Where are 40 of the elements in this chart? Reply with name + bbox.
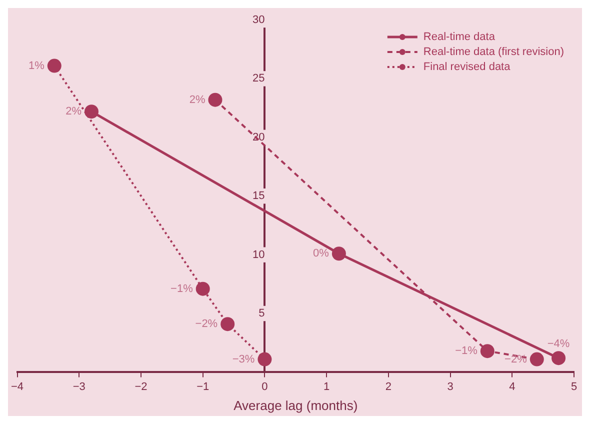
- point: [220, 317, 235, 332]
- x-tick-label: −4: [10, 380, 24, 393]
- x-tick-label: −3: [72, 380, 86, 393]
- y-tick-label: 15: [252, 190, 265, 202]
- x-tick-label: 2: [385, 380, 392, 393]
- point: [196, 282, 210, 296]
- x-tick-label: 3: [447, 380, 454, 393]
- point: [47, 58, 62, 73]
- legend-label: Final revised data: [423, 61, 512, 74]
- point: [480, 344, 494, 358]
- y-tick-label: 5: [258, 308, 265, 320]
- annotation: −2%: [504, 353, 528, 366]
- legend-label: Real-time data (first revision): [423, 46, 564, 58]
- x-tick-label: 1: [324, 380, 330, 393]
- annotation: 0%: [313, 248, 330, 260]
- x-tick-label: 4: [509, 380, 516, 393]
- annotation: −4%: [547, 338, 570, 350]
- y-tick-label: 20: [252, 131, 265, 144]
- annotation: 1%: [28, 60, 45, 72]
- point: [552, 351, 566, 366]
- annotation: −3%: [232, 353, 255, 366]
- x-tick-label: −1: [196, 380, 210, 393]
- annotation: −1%: [170, 282, 194, 295]
- legend-label: Real-time data: [423, 31, 496, 44]
- x-tick-label: −2: [134, 380, 148, 393]
- point: [530, 352, 544, 366]
- annotation: −2%: [195, 318, 218, 330]
- x-axis-title: Average lag (months): [234, 398, 358, 413]
- annotation: 2%: [66, 106, 82, 118]
- y-tick-label: 10: [252, 248, 265, 261]
- point: [332, 246, 346, 261]
- annotation: −1%: [455, 345, 478, 358]
- annotation: 2%: [189, 94, 206, 106]
- y-tick-label: 30: [252, 14, 265, 26]
- point: [84, 104, 98, 119]
- x-tick-label: 5: [570, 380, 578, 393]
- x-tick-label: 0: [262, 380, 268, 393]
- point: [208, 92, 222, 107]
- y-tick-label: 25: [252, 72, 265, 85]
- point: [258, 352, 272, 366]
